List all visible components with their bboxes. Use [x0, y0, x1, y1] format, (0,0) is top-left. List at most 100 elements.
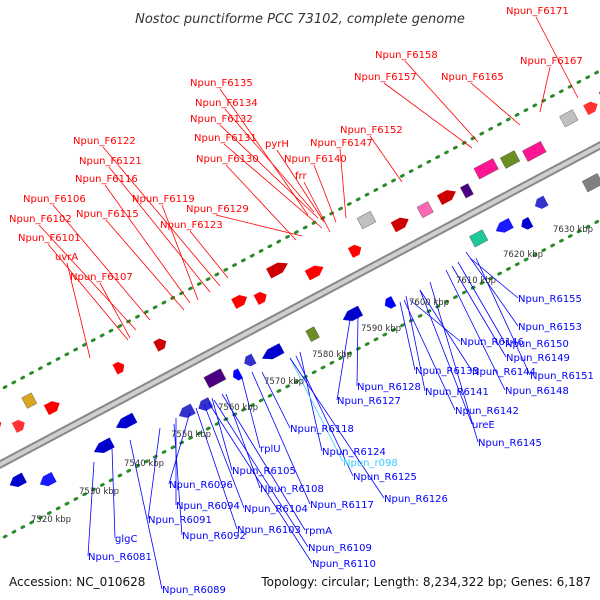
reverse-leader-line — [419, 289, 473, 425]
forward-leader-line — [108, 166, 211, 293]
reverse-leader-line — [409, 299, 461, 342]
reverse-gene-label[interactable]: Npun_R6145 — [478, 438, 542, 449]
reverse-gene-label[interactable]: Npun_R6089 — [162, 585, 226, 596]
reverse-gene-label[interactable]: Npun_R6110 — [312, 559, 376, 570]
reverse-gene-label[interactable]: Npun_R6104 — [244, 504, 308, 515]
reverse-ring-guide — [0, 218, 600, 541]
reverse-gene-label[interactable]: Npun_R6153 — [518, 322, 582, 333]
forward-gene-label[interactable]: Npun_F6122 — [73, 136, 136, 147]
reverse-gene-label[interactable]: Npun_r098 — [343, 458, 398, 469]
forward-gene-label[interactable]: Npun_F6115 — [76, 209, 139, 220]
reverse-gene-label[interactable]: Npun_R6108 — [260, 484, 324, 495]
reverse-leader-line — [87, 461, 95, 557]
reverse-gene-label[interactable]: Npun_R6133 — [415, 366, 479, 377]
reverse-gene-label[interactable]: Npun_R6081 — [88, 552, 152, 563]
reverse-gene-label[interactable]: Npun_R6151 — [530, 371, 594, 382]
forward-gene-label[interactable]: Npun_F6101 — [18, 233, 81, 244]
forward-leader-line — [383, 82, 473, 149]
reverse-gene-arrow — [178, 403, 196, 418]
forward-gene-arrow — [112, 361, 125, 375]
reverse-gene-label[interactable]: Npun_R6103 — [237, 525, 301, 536]
reverse-gene-label[interactable]: Npun_R6150 — [505, 339, 569, 350]
reverse-gene-label[interactable]: Npun_R6094 — [176, 501, 240, 512]
kbp-tick-label: 7530 kbp — [79, 487, 119, 497]
reverse-gene-label[interactable]: Npun_R6124 — [322, 447, 386, 458]
reverse-leader-line — [261, 371, 291, 429]
reverse-gene-arrow — [115, 412, 138, 429]
reverse-leader-line — [469, 257, 519, 299]
forward-gene-label[interactable]: Npun_F6134 — [195, 98, 258, 109]
reverse-gene-label[interactable]: rplU — [260, 444, 281, 455]
forward-gene-label[interactable]: frr — [295, 171, 307, 182]
reverse-gene-label[interactable]: Npun_R6155 — [518, 294, 582, 305]
forward-gene-label[interactable]: Npun_F6119 — [132, 194, 195, 205]
forward-gene-label[interactable]: Npun_F6107 — [70, 272, 133, 283]
reverse-gene-label[interactable]: ureE — [472, 420, 495, 431]
forward-gene-label[interactable]: Npun_F6123 — [160, 220, 223, 231]
forward-ring-guide — [0, 69, 600, 392]
forward-gene-arrow — [266, 262, 288, 279]
forward-gene-arrow — [347, 244, 362, 258]
reverse-gene-label[interactable]: Npun_R6148 — [505, 386, 569, 397]
forward-gene-arrow — [231, 294, 248, 309]
reverse-gene-label[interactable]: Npun_R6125 — [353, 472, 417, 483]
forward-gene-label[interactable]: Npun_F6152 — [340, 125, 403, 136]
reverse-leader-line — [195, 407, 238, 530]
map-title: Nostoc punctiforme PCC 73102, complete g… — [135, 12, 465, 27]
forward-gene-arrow — [304, 265, 324, 281]
forward-gene-label[interactable]: Npun_F6129 — [186, 204, 249, 215]
forward-gene-label[interactable]: Npun_F6165 — [441, 72, 504, 83]
forward-gene-label[interactable]: Npun_F6171 — [506, 6, 569, 17]
reverse-gene-label[interactable]: Npun_R6109 — [308, 543, 372, 554]
forward-gene-label[interactable]: Npun_F6131 — [194, 133, 257, 144]
forward-gene-box — [522, 141, 547, 162]
forward-gene-arrow — [253, 291, 267, 305]
reverse-gene-label[interactable]: Npun_R6105 — [232, 466, 296, 477]
forward-gene-label[interactable]: Npun_F6130 — [196, 154, 259, 165]
reverse-gene-label[interactable]: Npun_R6146 — [460, 337, 524, 348]
reverse-gene-label[interactable]: glgC — [115, 534, 137, 545]
forward-gene-label[interactable]: Npun_F6167 — [520, 56, 583, 67]
forward-gene-label[interactable]: Npun_F6147 — [310, 138, 373, 149]
forward-gene-label[interactable]: Npun_F6135 — [190, 78, 253, 89]
reverse-gene-arrow — [233, 368, 244, 381]
reverse-gene-label[interactable]: Npun_R6117 — [310, 500, 374, 511]
kbp-tick-label: 7630 kbp — [553, 225, 593, 235]
reverse-leader-line — [429, 281, 479, 443]
forward-gene-label[interactable]: Npun_F6116 — [75, 174, 138, 185]
forward-gene-label[interactable]: Npun_F6121 — [79, 156, 142, 167]
reverse-gene-label[interactable]: Npun_R6128 — [357, 382, 421, 393]
forward-gene-arrow — [436, 190, 456, 206]
reverse-gene-label[interactable]: rpmA — [305, 526, 332, 537]
reverse-gene-label[interactable]: Npun_R6096 — [169, 480, 233, 491]
forward-gene-label[interactable]: Npun_F6158 — [375, 50, 438, 61]
forward-leader-line — [104, 184, 191, 304]
reverse-leader-line — [295, 355, 354, 477]
forward-gene-arrow — [390, 217, 409, 233]
reverse-gene-label[interactable]: Npun_R6092 — [182, 531, 246, 542]
forward-gene-label[interactable]: Npun_F6132 — [190, 114, 253, 125]
reverse-gene-label[interactable]: Npun_R6142 — [455, 406, 519, 417]
reverse-leader-line — [289, 357, 344, 463]
forward-gene-box — [356, 210, 377, 230]
forward-gene-label[interactable]: pyrH — [265, 139, 289, 150]
forward-gene-label[interactable]: Npun_F6157 — [354, 72, 417, 83]
reverse-leader-line — [399, 301, 416, 371]
forward-gene-label[interactable]: Npun_F6102 — [9, 214, 72, 225]
reverse-gene-label[interactable]: Npun_R6118 — [290, 424, 354, 435]
forward-gene-label[interactable]: Npun_F6140 — [284, 154, 347, 165]
reverse-leader-line — [221, 393, 306, 531]
forward-gene-box — [416, 201, 434, 219]
reverse-gene-label[interactable]: Npun_R6141 — [425, 387, 489, 398]
forward-leader-line — [219, 88, 309, 216]
forward-gene-arrow — [11, 419, 25, 433]
reverse-gene-label[interactable]: Npun_R6149 — [506, 353, 570, 364]
forward-gene-label[interactable]: uvrA — [55, 252, 78, 263]
forward-gene-label[interactable]: Npun_F6106 — [23, 194, 86, 205]
reverse-gene-arrow — [261, 343, 285, 360]
reverse-gene-label[interactable]: Npun_R6091 — [148, 515, 212, 526]
reverse-gene-label[interactable]: Npun_R6144 — [472, 367, 536, 378]
reverse-gene-label[interactable]: Npun_R6127 — [337, 396, 401, 407]
forward-gene-box — [460, 183, 474, 199]
reverse-gene-label[interactable]: Npun_R6126 — [384, 494, 448, 505]
